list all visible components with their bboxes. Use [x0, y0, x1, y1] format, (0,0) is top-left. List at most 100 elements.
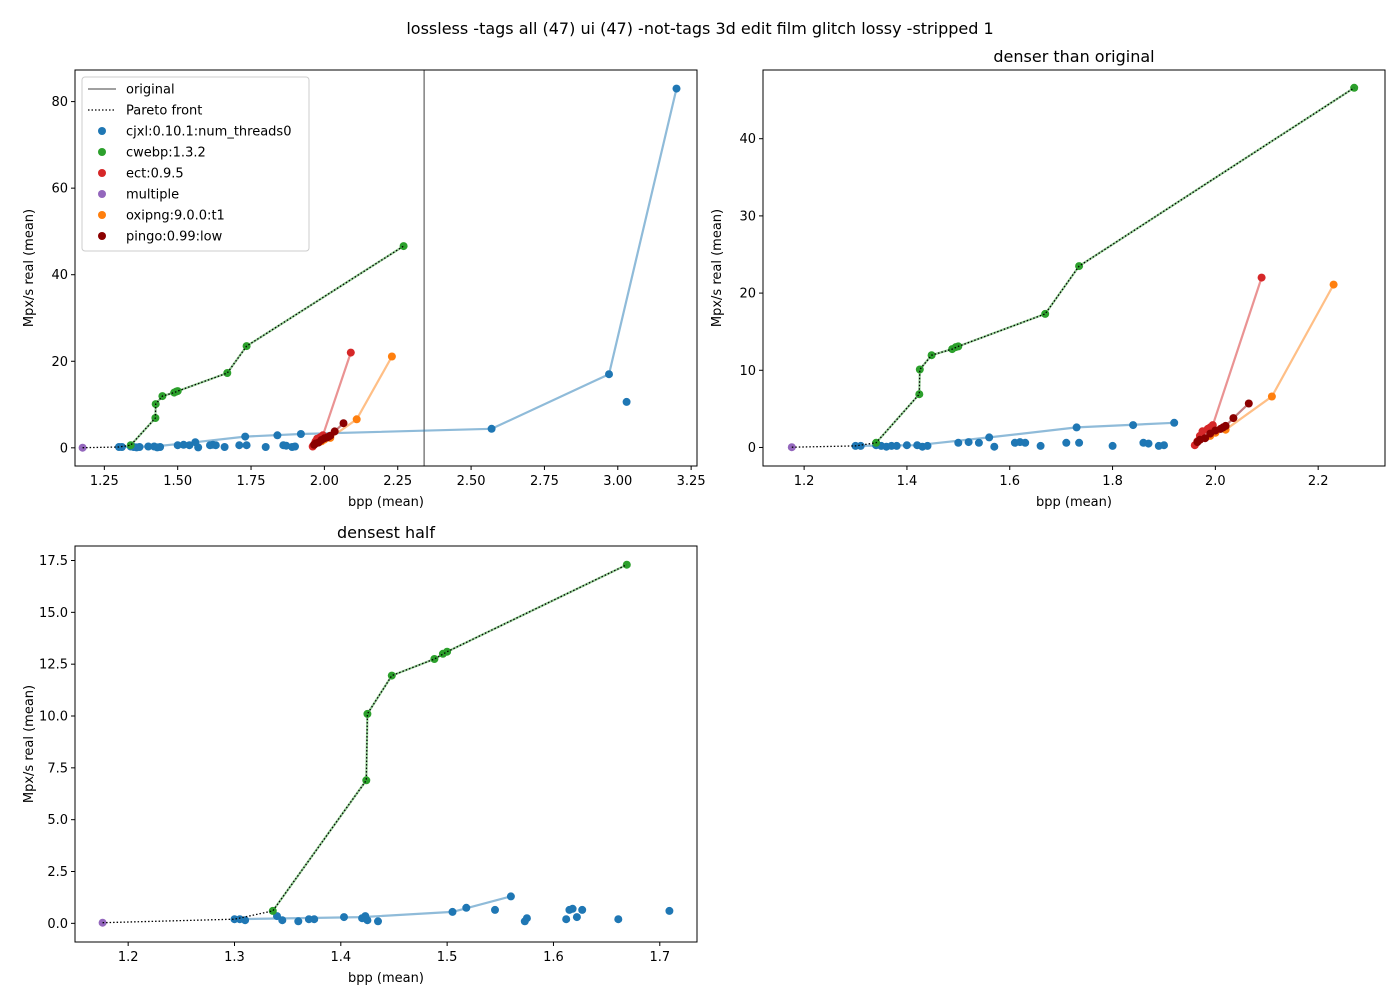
legend-label-oxipng-9-0-0-t1: oxipng:9.0.0:t1 [126, 209, 225, 224]
data-point-cwebp-1-3-2 [223, 369, 232, 377]
data-point-cjxl-0-10-1-num-threads0 [1170, 418, 1179, 427]
pareto-front-line [791, 87, 1355, 448]
data-point-cwebp-1-3-2 [362, 776, 371, 785]
data-point-cwebp-1-3-2 [1041, 309, 1050, 318]
x-tick-label: 1.75 [237, 474, 266, 489]
x-tick-label: 2.75 [530, 474, 559, 489]
data-point-cjxl-0-10-1-num-threads0 [310, 915, 319, 924]
x-tick-label: 3.00 [603, 474, 632, 489]
data-point-cjxl-0-10-1-num-threads0 [665, 906, 674, 915]
data-point-cjxl-0-10-1-num-threads0 [487, 424, 496, 433]
data-point-cjxl-0-10-1-num-threads0 [194, 443, 203, 452]
data-point-cjxl-0-10-1-num-threads0 [578, 905, 587, 914]
data-point-cjxl-0-10-1-num-threads0 [985, 433, 994, 442]
y-tick-label: 12.5 [39, 658, 68, 673]
axes-frame [762, 69, 1386, 467]
data-point-cjxl-0-10-1-num-threads0 [173, 441, 182, 450]
y-tick-label: 40 [51, 268, 68, 283]
data-point-cjxl-0-10-1-num-threads0 [1021, 438, 1030, 447]
data-point-cjxl-0-10-1-num-threads0 [572, 913, 581, 922]
data-point-cjxl-0-10-1-num-threads0 [1144, 439, 1153, 448]
y-tick-label: 0 [60, 441, 68, 456]
data-point-cjxl-0-10-1-num-threads0 [156, 443, 165, 451]
x-tick-label: 3.25 [677, 474, 706, 489]
y-axis-label: Mpx/s real (mean) [22, 685, 37, 803]
x-tick-label: 1.8 [1102, 474, 1123, 489]
legend-swatch-oxipng-9-0-0-t1 [98, 211, 106, 219]
x-tick-label: 1.3 [224, 950, 245, 965]
data-point-cjxl-0-10-1-num-threads0 [1129, 421, 1138, 430]
data-point-oxipng-9-0-0-t1 [387, 352, 396, 361]
y-tick-label: 40 [739, 132, 756, 147]
y-tick-label: 0 [748, 441, 756, 456]
legend-label-cwebp-1-3-2: cwebp:1.3.2 [126, 146, 206, 161]
data-point-cjxl-0-10-1-num-threads0 [235, 441, 244, 450]
y-tick-label: 2.5 [47, 865, 68, 880]
data-point-ect-0-9-5 [346, 348, 355, 357]
y-axis-label: Mpx/s real (mean) [22, 209, 37, 327]
legend: original Pareto front cjxl:0.10.1:num_thre… [81, 76, 310, 252]
x-tick-label: 2.2 [1308, 474, 1329, 489]
data-point-cwebp-1-3-2 [387, 671, 396, 680]
x-tick-label: 1.6 [543, 950, 564, 965]
data-point-cjxl-0-10-1-num-threads0 [964, 438, 973, 447]
data-point-cjxl-0-10-1-num-threads0 [1062, 438, 1071, 447]
data-point-pingo-0-99-low [1201, 434, 1210, 443]
data-point-cjxl-0-10-1-num-threads0 [294, 917, 303, 926]
x-axis-label: bpp (mean) [348, 495, 424, 510]
data-point-oxipng-9-0-0-t1 [1329, 280, 1338, 289]
data-point-cjxl-0-10-1-num-threads0 [242, 441, 251, 450]
x-tick-label: 1.50 [163, 474, 192, 489]
data-point-cwebp-1-3-2 [915, 365, 924, 374]
x-axis-label: bpp (mean) [348, 971, 424, 986]
axes-frame [74, 69, 698, 467]
data-point-cjxl-0-10-1-num-threads0 [506, 892, 515, 901]
y-tick-label: 7.5 [47, 761, 68, 776]
x-axis-label: bpp (mean) [1036, 495, 1112, 510]
x-tick-label: 1.2 [118, 950, 139, 965]
data-point-cjxl-0-10-1-num-threads0 [220, 443, 229, 451]
data-point-cjxl-0-10-1-num-threads0 [902, 441, 911, 450]
data-point-cjxl-0-10-1-num-threads0 [135, 443, 144, 451]
data-point-cwebp-1-3-2 [126, 441, 135, 450]
data-point-cjxl-0-10-1-num-threads0 [211, 441, 220, 450]
y-tick-label: 5.0 [47, 813, 68, 828]
legend-swatch-cjxl-0-10-1-num-threads0 [98, 127, 106, 135]
data-point-cjxl-0-10-1-num-threads0 [241, 916, 250, 925]
data-point-cjxl-0-10-1-num-threads0 [273, 431, 282, 440]
data-point-cjxl-0-10-1-num-threads0 [462, 903, 471, 912]
data-point-oxipng-9-0-0-t1 [352, 415, 361, 424]
legend-swatch-ect-0-9-5 [98, 169, 106, 177]
data-point-cjxl-0-10-1-num-threads0 [568, 904, 577, 913]
x-tick-label: 1.4 [897, 474, 918, 489]
data-point-cjxl-0-10-1-num-threads0 [1075, 438, 1084, 447]
x-tick-label: 1.6 [999, 474, 1020, 489]
legend-label-ect-0-9-5: ect:0.9.5 [126, 167, 184, 182]
y-tick-label: 20 [51, 355, 68, 370]
y-tick-label: 0.0 [47, 917, 68, 932]
data-point-pingo-0-99-low [339, 419, 348, 428]
legend-swatch-cwebp-1-3-2 [98, 148, 106, 156]
x-tick-label: 1.4 [330, 950, 351, 965]
data-point-cjxl-0-10-1-num-threads0 [241, 432, 250, 441]
legend-label-multiple: multiple [126, 188, 179, 203]
legend-swatch-pingo-0-99-low [98, 232, 106, 240]
data-point-ect-0-9-5 [1257, 273, 1266, 282]
y-tick-label: 30 [739, 209, 756, 224]
data-point-cjxl-0-10-1-num-threads0 [1036, 441, 1045, 450]
x-tick-label: 2.50 [457, 474, 486, 489]
data-point-cjxl-0-10-1-num-threads0 [261, 443, 270, 451]
y-tick-label: 15.0 [39, 606, 68, 621]
chart-title: densest half [337, 523, 435, 542]
data-point-cjxl-0-10-1-num-threads0 [185, 441, 194, 450]
legend-label-pareto-front: Pareto front [126, 104, 202, 119]
legend-box [81, 76, 310, 252]
legend-swatch-multiple [98, 190, 106, 198]
data-point-cjxl-0-10-1-num-threads0 [1160, 441, 1168, 450]
y-tick-label: 10.0 [39, 710, 68, 725]
y-tick-label: 17.5 [39, 554, 68, 569]
data-point-cjxl-0-10-1-num-threads0 [291, 442, 299, 451]
data-point-cjxl-0-10-1-num-threads0 [974, 438, 983, 447]
data-point-cjxl-0-10-1-num-threads0 [562, 915, 571, 924]
data-point-cwebp-1-3-2 [363, 709, 372, 718]
